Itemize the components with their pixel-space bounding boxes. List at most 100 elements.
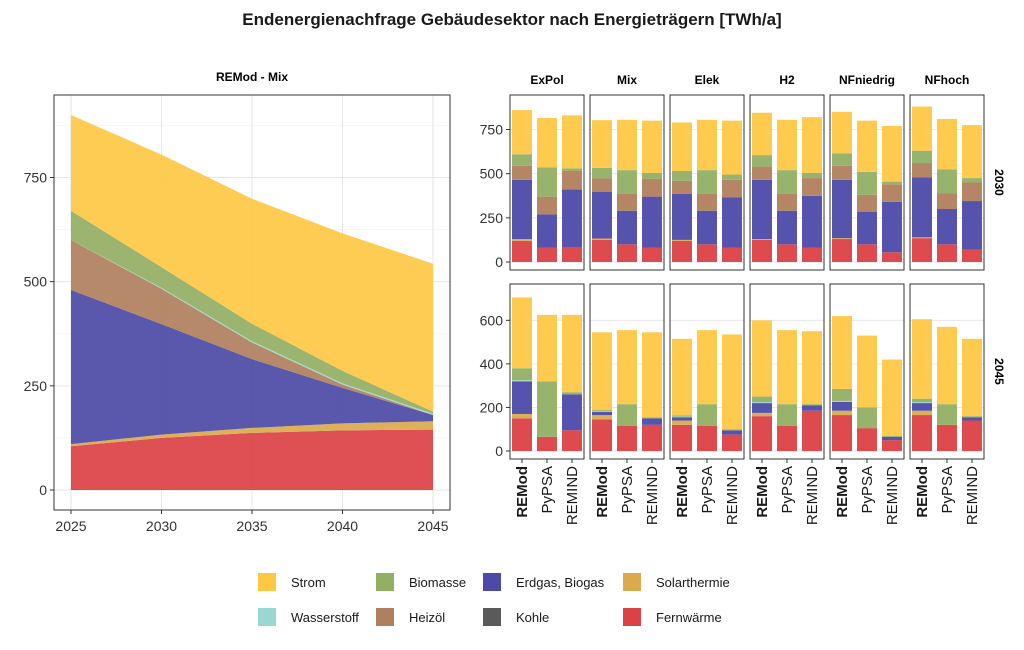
bar-segment-fernw-rme: [882, 440, 902, 451]
area-xtick-label: 2045: [417, 518, 448, 534]
bar-category-label: PyPSA: [859, 466, 876, 514]
bar-ytick-label: 500: [480, 166, 504, 182]
bar-segment-heiz-l: [722, 179, 742, 198]
bar-segment-fernw-rme: [752, 239, 772, 262]
bar-segment-strom: [962, 338, 982, 417]
bar-category-label: PyPSA: [539, 466, 556, 514]
bar-segment-heiz-l: [512, 165, 532, 180]
bar-segment-heiz-l: [537, 196, 557, 215]
bar-segment-strom: [592, 120, 612, 168]
bar-segment-erdgas-biogas: [697, 210, 717, 245]
bar-segment-strom: [512, 297, 532, 369]
bar-segment-erdgas-biogas: [592, 411, 612, 416]
facet-title-mix: Mix: [617, 73, 637, 87]
bar-segment-strom: [752, 112, 772, 156]
bar-segment-strom: [832, 315, 852, 389]
bar-category-label: REMIND: [724, 466, 741, 525]
bar-segment-fernw-rme: [777, 244, 797, 262]
area-series-solarthermie: [71, 421, 433, 447]
bar-segment-erdgas-biogas: [562, 394, 582, 431]
bar-segment-biomasse: [642, 172, 662, 179]
bar-segment-heiz-l: [752, 166, 772, 180]
bar-segment-biomasse: [512, 368, 532, 381]
bar-segment-erdgas-biogas: [537, 214, 557, 248]
bar-segment-fernw-rme: [802, 410, 822, 451]
bar-category-label: REMod: [674, 466, 691, 518]
bar-segment-strom: [882, 125, 902, 182]
legend-key-fernw-rme: [623, 608, 641, 626]
legend-key-erdgas-biogas: [483, 573, 501, 591]
bar-segment-solarthermie: [912, 237, 932, 239]
bar-segment-biomasse: [642, 417, 662, 419]
bar-segment-fernw-rme: [512, 240, 532, 262]
bar-segment-wasserstoff: [512, 380, 532, 382]
bar-segment-wasserstoff: [672, 416, 692, 418]
bar-category-label: PyPSA: [779, 466, 796, 514]
bar-segment-fernw-rme: [617, 244, 637, 262]
bar-segment-heiz-l: [882, 184, 902, 202]
bar-segment-heiz-l: [832, 165, 852, 180]
bar-segment-heiz-l: [857, 194, 877, 212]
bar-segment-fernw-rme: [642, 424, 662, 451]
bar-segment-fernw-rme: [722, 434, 742, 451]
facet-panel-border: [669, 94, 745, 271]
bar-category-label: PyPSA: [939, 466, 956, 514]
bar-segment-fernw-rme: [857, 244, 877, 262]
legend-label: Biomasse: [409, 575, 466, 590]
bar-segment-strom: [512, 110, 532, 155]
bar-segment-fernw-rme: [962, 249, 982, 262]
bar-segment-wasserstoff: [832, 400, 852, 402]
bar-segment-fernw-rme: [512, 418, 532, 451]
bar-segment-solarthermie: [752, 239, 772, 240]
bar-segment-erdgas-biogas: [592, 191, 612, 239]
bar-ytick-label: 400: [480, 356, 504, 372]
area-ytick-label: 500: [24, 274, 48, 290]
bar-segment-solarthermie: [512, 413, 532, 419]
bar-segment-fernw-rme: [672, 424, 692, 451]
legend-key-solarthermie: [623, 573, 641, 591]
facet-title-nfhoch: NFhoch: [925, 73, 970, 87]
bar-category-label: REMod: [834, 466, 851, 518]
area-series-fernw-rme: [71, 429, 433, 490]
bar-segment-erdgas-biogas: [642, 196, 662, 248]
area-ytick-label: 750: [24, 170, 48, 186]
bar-segment-heiz-l: [777, 193, 797, 211]
bar-segment-fernw-rme: [592, 239, 612, 262]
area-xtick-label: 2040: [327, 518, 358, 534]
bar-segment-fernw-rme: [672, 240, 692, 262]
bar-segment-strom: [537, 314, 557, 382]
legend-key-kohle: [483, 608, 501, 626]
bar-category-label: REMIND: [564, 466, 581, 525]
bar-segment-strom: [562, 115, 582, 169]
bar-segment-heiz-l: [562, 171, 582, 190]
legend-label: Fernwärme: [656, 610, 722, 625]
bar-segment-fernw-rme: [937, 424, 957, 451]
bar-segment-biomasse: [937, 169, 957, 194]
facet-panel-border: [589, 94, 665, 271]
facet-row-label-2030: 2030: [992, 169, 1006, 196]
bar-segment-heiz-l: [912, 163, 932, 178]
bar-segment-strom: [857, 120, 877, 172]
legend-key-wasserstoff: [258, 608, 276, 626]
bar-segment-biomasse: [512, 154, 532, 166]
bar-segment-erdgas-biogas: [882, 436, 902, 441]
legend-label: Kohle: [516, 610, 549, 625]
bar-segment-erdgas-biogas: [802, 405, 822, 411]
bar-segment-erdgas-biogas: [512, 381, 532, 414]
bar-ytick-label: 250: [480, 210, 504, 226]
bar-segment-fernw-rme: [752, 416, 772, 451]
bar-segment-biomasse: [562, 392, 582, 395]
bar-segment-strom: [672, 338, 692, 416]
bar-segment-strom: [912, 106, 932, 151]
bar-segment-biomasse: [592, 410, 612, 412]
bar-segment-solarthermie: [752, 412, 772, 417]
bar-segment-strom: [962, 125, 982, 179]
bar-segment-biomasse: [617, 170, 637, 194]
bar-segment-biomasse: [912, 398, 932, 402]
bar-segment-biomasse: [802, 404, 822, 406]
bar-segment-biomasse: [617, 404, 637, 426]
bar-segment-strom: [802, 331, 822, 405]
bar-segment-solarthermie: [832, 410, 852, 416]
